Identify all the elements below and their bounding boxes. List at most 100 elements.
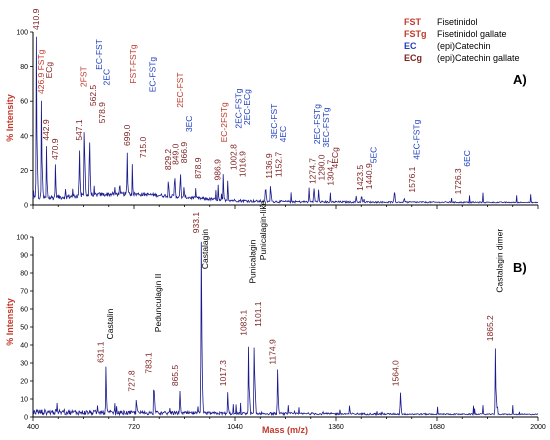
peak-label: 1016.9 — [238, 151, 248, 177]
peak-label: 562.5 — [88, 85, 98, 107]
peak-label: 1423.5 — [355, 165, 365, 191]
peak-label: 1017.3 — [218, 360, 228, 386]
legend-compound-name: Fisetinidol gallate — [437, 29, 507, 39]
panel-b-y-ticks: 0 10 20 30 40 50 60 70 80 90 100 — [16, 235, 33, 422]
peak-label: 631.1 — [96, 341, 106, 363]
legend-abbreviation: FST — [404, 17, 422, 27]
panel-a-spectrum-trace — [32, 36, 538, 204]
panel-a-y-axis-title: % Intensity — [5, 94, 15, 142]
peak-label: 3EC-FST — [269, 104, 279, 139]
y-tick-label: 10 — [20, 397, 28, 404]
y-tick-label: 40 — [20, 133, 28, 140]
y-tick-label: 50 — [20, 325, 28, 332]
peak-label: Castalagin dimer — [494, 229, 504, 293]
peak-label: 2EC-FSTg — [233, 88, 243, 128]
panel-a-y-ticks: 0 20 40 60 80 100 — [16, 30, 33, 210]
peak-label: 547.1 — [74, 119, 84, 141]
peak-label: 699.0 — [122, 124, 132, 146]
peak-label: 1101.1 — [253, 301, 263, 327]
peak-label: Castalagin — [200, 229, 210, 269]
peak-label: 426.9 FSTg — [36, 49, 46, 94]
peak-label: 849.0 — [171, 143, 181, 165]
peak-label: 878.9 — [193, 157, 203, 179]
panel-b-tag: B) — [513, 260, 527, 275]
peak-label: EC-FST — [94, 39, 104, 70]
peak-label: 1865.2 — [485, 315, 495, 341]
x-tick-label: 1040 — [227, 424, 243, 431]
panel-a-x-ticks — [32, 205, 539, 209]
peak-label: 2FST — [79, 66, 89, 87]
peak-label: 4EC-FSTg — [412, 119, 422, 159]
peak-label: 1290.0 — [317, 154, 327, 180]
y-tick-label: 0 — [24, 415, 28, 422]
peak-label: 1136.9 — [264, 153, 274, 179]
peak-label: 933.1 — [191, 212, 201, 234]
x-tick-label: 1680 — [429, 424, 445, 431]
peak-label: 783.1 — [144, 352, 154, 374]
peak-label: 727.8 — [126, 370, 136, 392]
peak-label: Pedunculagin II — [153, 274, 163, 333]
peak-label: 470.9 — [50, 138, 60, 160]
legend-abbreviation: ECg — [404, 53, 422, 63]
y-tick-label: 100 — [16, 235, 28, 242]
peak-label: 1152.7 — [273, 151, 283, 177]
peak-label: 866.9 — [179, 142, 189, 164]
peak-label: FST-FSTg — [128, 44, 138, 83]
peak-label: 578.9 — [97, 102, 107, 124]
panel-a-tag: A) — [513, 72, 527, 87]
peak-label: 410.9 — [31, 8, 41, 30]
peak-label: 1174.9 — [267, 339, 277, 365]
x-tick-label: 2000 — [530, 424, 546, 431]
x-tick-label: 1360 — [328, 424, 344, 431]
peak-label: 4EC — [278, 126, 288, 143]
peak-label: EC-FSTg — [147, 57, 157, 93]
y-tick-label: 60 — [20, 307, 28, 314]
peak-label: 829.2 — [163, 149, 173, 171]
peak-label: 2EC-FST — [175, 72, 185, 107]
peak-label: 6EC — [462, 150, 472, 167]
y-tick-label: 20 — [20, 168, 28, 175]
y-tick-label: 60 — [20, 99, 28, 106]
legend-abbreviation: EC — [404, 41, 417, 51]
spectrum-panel-b: 0 10 20 30 40 50 60 70 80 90 100 400 720 1040 1360 168… — [5, 200, 546, 435]
peak-label: 986.9 — [213, 159, 223, 181]
panel-b-peak-labels: 631.1 Castalin 727.8 783.1 Pedunculagin II 86… — [96, 200, 505, 391]
y-tick-label: 80 — [20, 271, 28, 278]
panel-b-x-ticks: 400 720 1040 1360 1680 2000 — [27, 417, 546, 431]
panel-b-spectrum-trace — [32, 241, 538, 417]
peak-label: 1726.3 — [453, 168, 463, 194]
peak-label: 5EC — [368, 147, 378, 164]
y-tick-label: 20 — [20, 379, 28, 386]
peak-label: 3EC-FSTg — [321, 107, 331, 147]
y-tick-label: 90 — [20, 253, 28, 260]
panel-b-y-axis-title: % Intensity — [5, 298, 15, 346]
peak-label: Castalin — [105, 308, 115, 339]
legend-compound-name: (epi)Catechin gallate — [437, 53, 520, 63]
peak-label: EC-2FSTg — [219, 102, 229, 142]
peak-label: 1304.7 — [325, 159, 335, 185]
compound-legend: FST Fisetinidol FSTg Fisetinidol gallate EC (… — [404, 17, 520, 63]
y-tick-label: 40 — [20, 343, 28, 350]
peak-label: 1002.8 — [229, 144, 239, 170]
peak-label: 1576.1 — [407, 166, 417, 192]
x-axis-title: Mass (m/z) — [262, 425, 308, 435]
y-tick-label: 70 — [20, 289, 28, 296]
legend-compound-name: Fisetinidol — [437, 17, 478, 27]
peak-label: 1440.9 — [364, 163, 374, 189]
peak-label: 715.0 — [138, 136, 148, 158]
y-tick-label: 100 — [16, 30, 28, 37]
legend-abbreviation: FSTg — [404, 29, 427, 39]
peak-label: ECg — [44, 62, 54, 79]
y-tick-label: 30 — [20, 361, 28, 368]
peak-label: 1274.7 — [307, 158, 317, 184]
peak-label: 442.9 — [41, 119, 51, 141]
x-tick-label: 400 — [27, 424, 39, 431]
peak-label: 1083.1 — [238, 309, 248, 335]
peak-label: 2EC-FSTg — [312, 104, 322, 144]
peak-label: 4ECg — [330, 147, 340, 169]
y-tick-label: 80 — [20, 64, 28, 71]
legend-compound-name: (epi)Catechin — [437, 41, 491, 51]
panel-a-peak-labels: 410.9 426.9 FSTg 442.9 ECg 470.9 547.1 2FST562… — [31, 8, 472, 194]
peak-label: Punicalagin-like — [258, 200, 268, 260]
